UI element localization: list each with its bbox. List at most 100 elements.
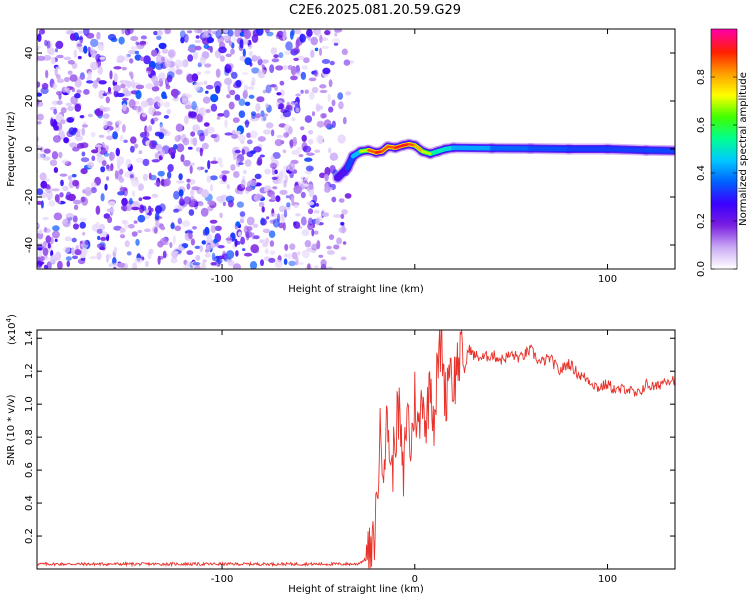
noise-speckle xyxy=(251,67,260,74)
colorbar-step xyxy=(711,205,737,208)
colorbar-step xyxy=(711,31,737,34)
noise-speckle xyxy=(218,163,224,168)
noise-speckle xyxy=(135,90,142,100)
snr-ylabel: SNR (10 * v/v) xyxy=(6,394,17,465)
spectrogram-ytick-label: -40 xyxy=(24,237,35,253)
noise-speckle xyxy=(298,154,304,158)
noise-speckle xyxy=(230,48,235,55)
noise-speckle xyxy=(175,69,183,75)
noise-speckle xyxy=(56,78,65,84)
noise-speckle xyxy=(98,80,107,85)
noise-speckle xyxy=(201,261,206,269)
noise-speckle xyxy=(96,31,101,40)
noise-speckle xyxy=(97,235,101,241)
noise-speckle xyxy=(58,129,65,139)
noise-speckle xyxy=(264,188,268,193)
noise-speckle xyxy=(51,151,59,160)
noise-speckle xyxy=(130,145,135,153)
noise-speckle xyxy=(304,115,313,123)
colorbar-step xyxy=(711,233,737,236)
colorbar-step xyxy=(711,149,737,152)
noise-speckle xyxy=(221,170,230,174)
noise-speckle xyxy=(328,79,333,88)
noise-speckle xyxy=(272,186,278,190)
noise-speckle xyxy=(167,171,172,179)
noise-speckle xyxy=(303,183,309,187)
noise-speckle xyxy=(105,145,109,152)
noise-speckle xyxy=(51,188,60,192)
noise-speckle xyxy=(133,220,138,224)
noise-speckle xyxy=(340,213,345,219)
noise-speckle xyxy=(119,227,126,233)
colorbar-step xyxy=(711,69,737,72)
colorbar-step xyxy=(711,41,737,44)
noise-speckle xyxy=(316,120,325,128)
noise-speckle xyxy=(235,221,241,227)
noise-speckle xyxy=(91,155,96,162)
noise-speckle xyxy=(296,146,302,154)
noise-speckle xyxy=(292,136,297,143)
noise-speckle xyxy=(161,91,167,99)
noise-speckle xyxy=(301,65,308,70)
noise-speckle xyxy=(207,160,211,170)
noise-speckle xyxy=(134,143,139,149)
colorbar-step xyxy=(711,45,737,48)
colorbar-step xyxy=(711,103,737,106)
noise-speckle xyxy=(223,109,230,119)
colorbar-step xyxy=(711,211,737,214)
noise-speckle xyxy=(197,71,202,76)
noise-speckle xyxy=(270,47,278,55)
colorbar-step xyxy=(711,157,737,160)
noise-speckle xyxy=(107,216,113,224)
noise-speckle xyxy=(151,49,158,57)
noise-speckle xyxy=(121,197,128,206)
noise-speckle xyxy=(274,139,283,147)
noise-speckle xyxy=(70,130,77,136)
noise-speckle xyxy=(296,55,305,60)
noise-speckle xyxy=(260,115,267,122)
noise-speckle xyxy=(83,89,90,95)
noise-speckle xyxy=(154,152,159,159)
noise-speckle xyxy=(50,56,56,65)
noise-speckle xyxy=(201,240,207,245)
noise-speckle xyxy=(242,169,247,175)
noise-speckle xyxy=(109,70,113,80)
signal-track-segment xyxy=(421,150,432,156)
noise-speckle xyxy=(314,47,319,52)
noise-speckle xyxy=(48,200,56,207)
noise-speckle xyxy=(67,70,73,75)
noise-speckle xyxy=(237,134,246,142)
noise-speckle xyxy=(148,106,155,116)
noise-speckle xyxy=(286,202,291,208)
spectrogram-ylabel: Frequency (Hz) xyxy=(6,111,17,187)
noise-speckle xyxy=(59,192,64,198)
colorbar-step xyxy=(711,215,737,218)
noise-speckle xyxy=(273,54,279,59)
noise-speckle xyxy=(228,40,233,47)
noise-speckle xyxy=(81,151,86,157)
noise-speckle xyxy=(117,191,125,196)
noise-speckle xyxy=(87,71,93,79)
noise-speckle xyxy=(37,200,43,205)
noise-speckle xyxy=(301,249,310,259)
noise-speckle xyxy=(249,179,257,187)
noise-speckle xyxy=(43,178,51,182)
noise-speckle xyxy=(166,71,175,79)
noise-speckle xyxy=(326,266,334,269)
noise-speckle xyxy=(62,185,69,192)
colorbar-step xyxy=(711,141,737,144)
noise-speckle xyxy=(283,209,288,218)
noise-speckle xyxy=(148,172,152,180)
noise-speckle xyxy=(253,146,262,153)
noise-speckle xyxy=(97,146,102,153)
noise-speckle xyxy=(71,237,77,243)
snr-ytick-label: 0.6 xyxy=(24,462,35,478)
noise-speckle xyxy=(37,33,42,42)
colorbar-step xyxy=(711,173,737,176)
noise-speckle xyxy=(203,122,210,127)
noise-speckle xyxy=(338,101,344,110)
noise-speckle xyxy=(243,29,252,40)
noise-speckle xyxy=(65,256,72,261)
noise-speckle xyxy=(144,214,150,220)
